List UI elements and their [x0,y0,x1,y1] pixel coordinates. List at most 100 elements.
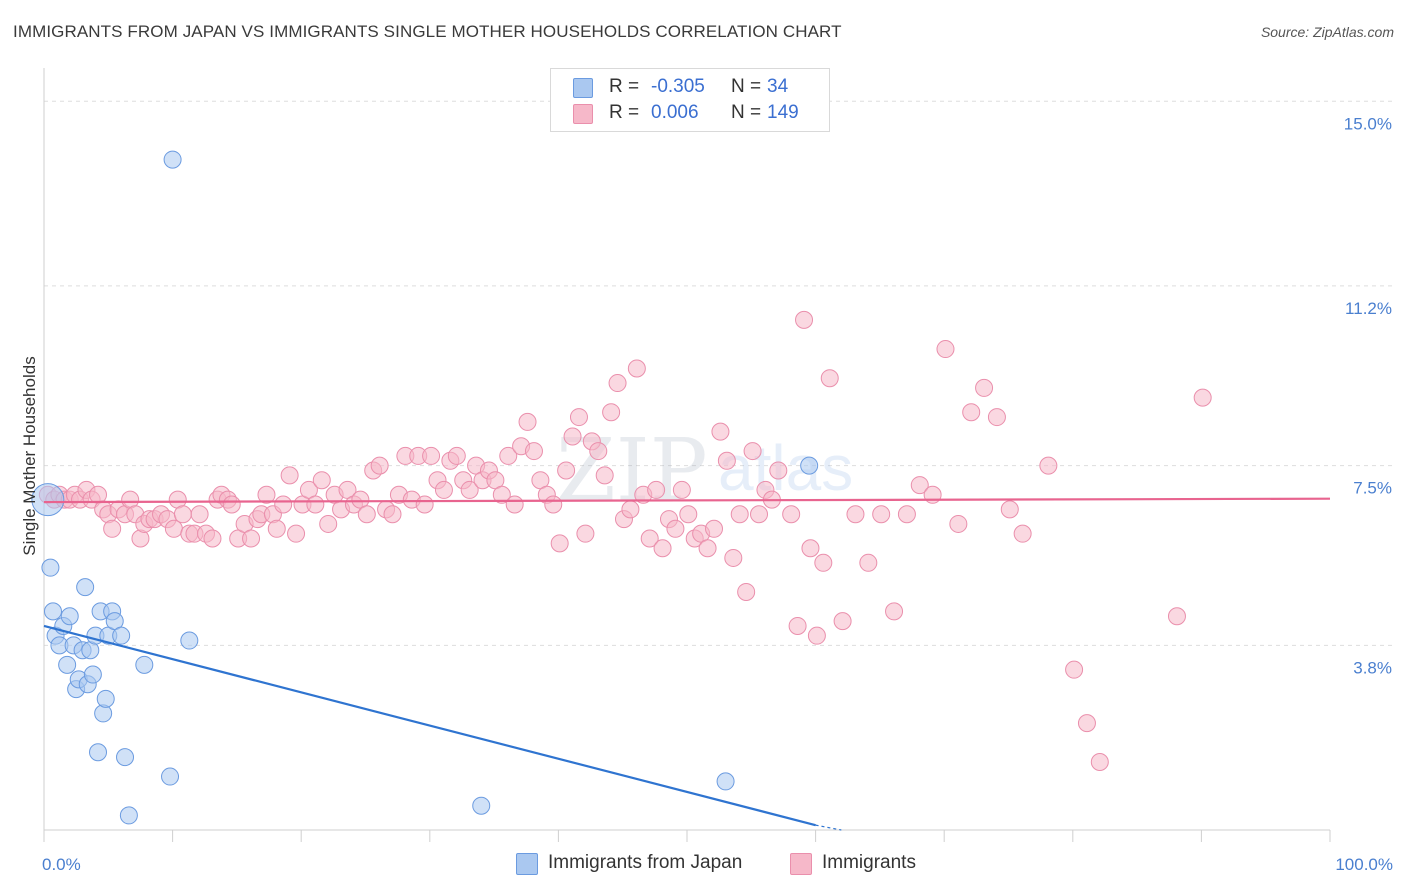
japan-point [119,806,138,825]
japan-point [44,602,63,621]
immigrants-point [287,524,306,543]
y-tick-label: 11.2% [1345,299,1392,318]
japan-trend-line [43,624,816,827]
immigrants-point [505,495,524,514]
immigrants-point [672,480,691,499]
immigrants-point [370,456,389,475]
gridlines [44,100,1392,646]
immigrants-point [563,427,582,446]
immigrants-point [724,548,743,567]
immigrants-point [698,539,717,558]
immigrants-point [717,451,736,470]
japan-point [716,772,735,791]
japan-point [31,483,65,517]
immigrants-point [173,505,192,524]
immigrants-point [492,485,511,504]
bottom-legend-swatch-immigrants [790,853,812,875]
japan-point [472,796,491,815]
immigrants-point [306,495,325,514]
immigrants-point [1193,388,1212,407]
immigrants-point [557,461,576,480]
immigrants-point [1013,524,1032,543]
immigrants-point [820,369,839,388]
immigrants-point [679,505,698,524]
trend-lines [43,497,1331,831]
immigrants-point [910,476,929,495]
immigrants-point [595,466,614,485]
source-credit: Source: ZipAtlas.com [1260,24,1394,40]
legend-n-label: N = [731,76,762,97]
immigrants-point [518,412,537,431]
axes [43,68,1331,842]
y-tick-label: 15.0% [1344,114,1392,133]
immigrants-point [640,529,659,548]
immigrants-point [544,495,563,514]
immigrants-point [524,442,543,461]
japan-point [135,655,154,674]
immigrants-point [795,310,814,329]
immigrants-point [1065,660,1084,679]
legend-swatch-japan [573,78,593,98]
immigrants-point [569,408,588,427]
y-tick-label: 3.8% [1353,658,1392,677]
immigrants-point [743,442,762,461]
immigrants-point [460,480,479,499]
immigrants-point [833,612,852,631]
x-tick-label: 100.0% [1335,855,1393,874]
legend-r-label: R = [609,102,640,123]
immigrants-point [949,514,968,533]
immigrants-point [103,519,122,538]
legend-r-value: 0.006 [651,102,699,123]
immigrants-point [730,505,749,524]
y-axis-title: Single Mother Households [20,356,39,555]
immigrants-point [1039,456,1058,475]
immigrants-point [801,539,820,558]
immigrants-point [737,582,756,601]
immigrants-point [257,485,276,504]
immigrants-points [38,310,1212,771]
immigrants-trend-line [43,497,1331,504]
immigrants-point [203,529,222,548]
immigrants-point [897,505,916,524]
immigrants-point [975,378,994,397]
immigrants-point [885,602,904,621]
immigrants-point [383,505,402,524]
immigrants-point [190,505,209,524]
legend-n-value: 149 [767,102,799,123]
immigrants-point [711,422,730,441]
japan-point [83,665,102,684]
immigrants-point [267,519,286,538]
japan-point [41,558,60,577]
japan-point [116,748,135,767]
immigrants-point [1077,714,1096,733]
japan-trend-extension [815,824,842,831]
japan-point [180,631,199,650]
immigrants-point [319,514,338,533]
immigrants-point [627,359,646,378]
immigrants-point [415,495,434,514]
japan-points [31,150,819,825]
x-tick-label: 0.0% [42,855,81,874]
japan-point [161,767,180,786]
immigrants-point [653,539,672,558]
immigrants-point [242,529,261,548]
immigrants-point [576,524,595,543]
tick-labels: 3.8% 7.5% 11.2% 15.0% 0.0% 100.0% [42,114,1393,874]
immigrants-point [434,480,453,499]
immigrants-point [647,480,666,499]
immigrants-point [447,446,466,465]
immigrants-point [666,519,685,538]
japan-point [96,689,115,708]
legend-n-value: 34 [767,76,789,97]
legend-swatch-immigrants [573,104,593,124]
immigrants-point [1000,500,1019,519]
immigrants-point [814,553,833,572]
immigrants-point [550,534,569,553]
bottom-legend-swatch-japan [516,853,538,875]
immigrants-point [807,626,826,645]
stats-legend: R = -0.305 N = 34 R = 0.006 N = 149 [550,68,830,132]
y-tick-label: 7.5% [1353,479,1392,498]
immigrants-point [357,505,376,524]
bottom-legend-label-japan: Immigrants from Japan [548,852,743,873]
